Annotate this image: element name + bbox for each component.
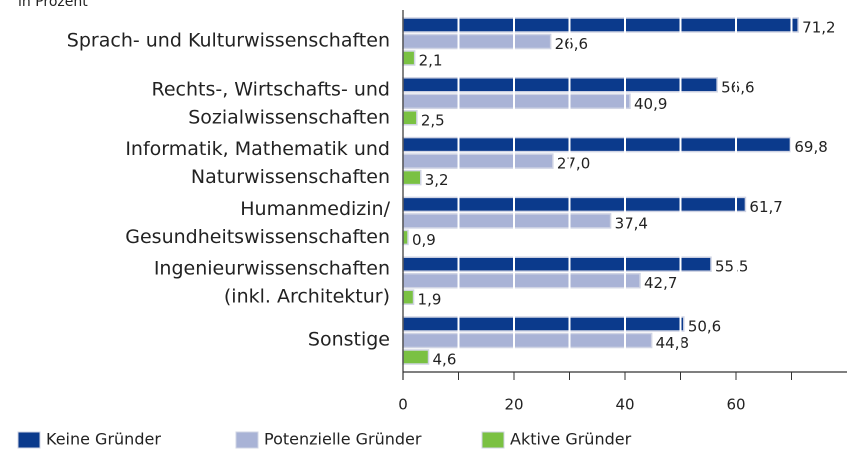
- x-tick-label: 0: [398, 396, 408, 414]
- value-label: 27,0: [557, 155, 590, 173]
- bar: [402, 93, 631, 110]
- category-label: Gesundheitswissenschaften: [125, 226, 390, 248]
- value-label: 2,5: [421, 111, 445, 129]
- value-label: 42,7: [644, 274, 677, 292]
- legend-swatch: [235, 431, 259, 449]
- bar: [402, 289, 415, 305]
- value-label: 55,5: [715, 258, 748, 276]
- bar: [402, 153, 554, 169]
- category-label: Informatik, Mathematik und: [125, 138, 390, 160]
- bar: [402, 213, 612, 229]
- category-label: Rechts-, Wirtschafts- und: [152, 78, 391, 100]
- bar: [402, 196, 747, 213]
- legend-label: Keine Gründer: [46, 430, 161, 449]
- value-label: 56,6: [721, 78, 754, 96]
- category-label: Sozialwissenschaften: [188, 106, 390, 128]
- value-label: 26,6: [555, 35, 588, 53]
- value-label: 71,2: [802, 19, 835, 37]
- bar: [402, 256, 712, 272]
- value-label: 61,7: [749, 198, 782, 216]
- value-label: 69,8: [794, 138, 827, 156]
- bar: [402, 110, 418, 126]
- bar: [402, 349, 430, 365]
- bar: [402, 33, 552, 50]
- value-label: 37,4: [615, 214, 648, 232]
- value-label: 3,2: [425, 171, 449, 189]
- value-label: 2,1: [419, 52, 443, 70]
- bar: [402, 17, 799, 33]
- bar: [402, 77, 718, 93]
- subtitle: in Prozent: [18, 0, 88, 10]
- category-label: Sprach- und Kulturwissenschaften: [67, 30, 390, 52]
- x-tick-label: 40: [615, 396, 634, 414]
- bar: [402, 229, 409, 246]
- legend-swatch: [481, 431, 505, 449]
- value-label: 4,6: [433, 351, 457, 369]
- value-label: 50,6: [688, 318, 721, 336]
- category-label: Ingenieurwissenschaften: [154, 258, 390, 280]
- bar: [402, 272, 641, 289]
- bar: [402, 136, 792, 153]
- value-label: 1,9: [418, 291, 442, 309]
- value-label: 44,8: [656, 334, 689, 352]
- value-label: 0,9: [412, 231, 436, 249]
- category-label: Humanmedizin/: [240, 198, 390, 220]
- category-label: Naturwissenschaften: [191, 166, 390, 188]
- bar: [402, 169, 422, 186]
- bar: [402, 316, 685, 332]
- legend-label: Aktive Gründer: [510, 430, 632, 449]
- bar: [402, 50, 416, 66]
- x-tick-label: 60: [726, 396, 745, 414]
- category-label: (inkl. Architektur): [224, 286, 390, 308]
- legend-swatch: [17, 431, 41, 449]
- x-tick-label: 20: [504, 396, 523, 414]
- legend-label: Potenzielle Gründer: [264, 430, 422, 449]
- bar: [402, 332, 653, 349]
- value-label: 40,9: [634, 95, 667, 113]
- category-label: Sonstige: [308, 329, 390, 351]
